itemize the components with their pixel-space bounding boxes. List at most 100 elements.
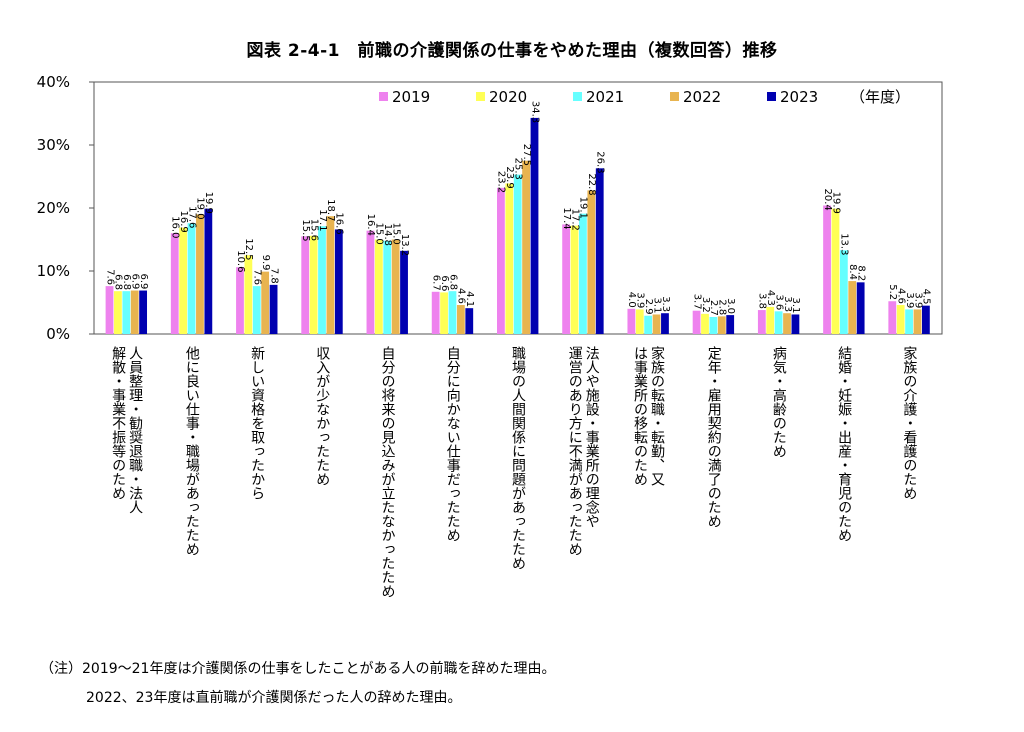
bar [374, 239, 383, 334]
legend-swatch [767, 92, 776, 101]
bar [244, 255, 253, 334]
bar [269, 284, 278, 334]
bar [179, 227, 188, 334]
bar [400, 250, 408, 334]
data-label: 8.2 [855, 265, 866, 281]
bar [652, 314, 661, 334]
legend-swatch [573, 92, 582, 101]
category-label: 運営のあり方に不満があったため [567, 346, 583, 556]
data-label: 19.0 [195, 197, 206, 219]
data-label: 17.6 [186, 206, 197, 228]
category-label: は事業所の移転のため [632, 346, 648, 486]
data-label: 2.9 [643, 299, 654, 315]
data-label: 8.4 [847, 264, 858, 280]
data-label: 16.9 [178, 211, 189, 233]
bar [709, 316, 718, 334]
bar [644, 315, 653, 334]
data-label: 13.3 [839, 233, 850, 255]
bar [465, 308, 474, 334]
data-label: 4.6 [895, 288, 906, 304]
bar [839, 250, 848, 334]
bar [522, 160, 530, 334]
legend-label: 2022 [683, 88, 721, 106]
bar [791, 314, 800, 334]
data-label: 15.0 [374, 223, 385, 245]
notes: （注）2019～21年度は介護関係の仕事をしたことがある人の前職を辞めた理由。 … [40, 655, 555, 713]
data-label: 5.2 [887, 284, 898, 300]
bar [170, 233, 179, 334]
y-tick-label: 30% [37, 136, 70, 154]
category-label: 新しい資格を取ったから [249, 346, 265, 500]
bar [701, 313, 709, 334]
data-label: 3.8 [757, 293, 768, 309]
bar [309, 235, 318, 334]
data-label: 27.5 [521, 144, 532, 166]
bar [301, 236, 310, 334]
bar-chart: 0%10%20%30%40% 7.66.86.86.96.916.016.917… [37, 73, 943, 598]
bar [440, 292, 448, 334]
data-label: 26.3 [595, 151, 606, 173]
legend-label: 2023 [780, 88, 818, 106]
bar [252, 286, 261, 334]
data-label: 4.5 [921, 289, 932, 305]
bar [448, 291, 457, 334]
data-labels-layer: 7.66.86.86.96.916.016.917.619.019.910.61… [104, 101, 931, 316]
bar [823, 205, 831, 334]
data-label: 3.6 [773, 294, 784, 310]
category-label: 自分に向かない仕事だったため [445, 346, 461, 542]
data-label: 6.9 [130, 274, 141, 290]
data-label: 16.4 [365, 214, 376, 236]
data-label: 10.6 [235, 250, 246, 272]
bar [888, 301, 897, 334]
data-label: 17.1 [317, 209, 328, 231]
data-label: 17.2 [569, 209, 580, 231]
data-label: 25.3 [513, 158, 524, 180]
data-label: 22.8 [586, 173, 597, 195]
bar [530, 117, 539, 334]
bar [587, 190, 596, 334]
data-label: 3.1 [790, 297, 801, 313]
data-label: 23.9 [504, 166, 515, 188]
bar [261, 271, 270, 334]
data-label: 6.8 [113, 274, 124, 290]
data-label: 3.3 [782, 296, 793, 312]
bar [105, 286, 114, 334]
data-label: 34.3 [529, 101, 540, 123]
legend-unit: （年度） [850, 88, 910, 106]
bar [383, 240, 392, 334]
data-label: 7.6 [252, 269, 263, 285]
bar [139, 290, 148, 334]
data-label: 16.6 [334, 212, 345, 234]
bar [726, 315, 735, 334]
category-label: 家族の転職・転勤、又 [649, 345, 665, 486]
data-label: 2.8 [717, 299, 728, 315]
data-label: 4.1 [464, 291, 475, 307]
category-label: 解散・事業不振等のため [110, 346, 126, 500]
bar [905, 309, 913, 334]
bar [122, 291, 131, 334]
bar [326, 216, 335, 334]
legend-swatch [476, 92, 485, 101]
note-line: 2022、23年度は直前職が介護関係だった人の辞めた理由。 [86, 690, 462, 706]
category-label: 法人や施設・事業所の理念や [584, 346, 600, 528]
bar [766, 306, 775, 334]
data-label: 3.9 [635, 292, 646, 308]
data-label: 19.9 [203, 192, 214, 214]
data-label: 19.9 [830, 192, 841, 214]
data-label: 4.6 [456, 288, 467, 304]
bar [579, 213, 587, 334]
data-label: 3.0 [725, 298, 736, 314]
legend-swatch [379, 92, 388, 101]
category-label: 家族の介護・看護のため [901, 345, 917, 500]
bar [204, 208, 213, 334]
bar [366, 230, 375, 334]
bar [921, 305, 930, 334]
data-label: 3.3 [660, 296, 671, 312]
data-label: 12.5 [243, 238, 254, 260]
data-label: 19.1 [578, 197, 589, 219]
category-label: 他に良い仕事・職場があったため [184, 346, 200, 556]
bar [570, 225, 579, 334]
data-label: 3.9 [912, 292, 923, 308]
data-label: 15.5 [300, 219, 311, 241]
